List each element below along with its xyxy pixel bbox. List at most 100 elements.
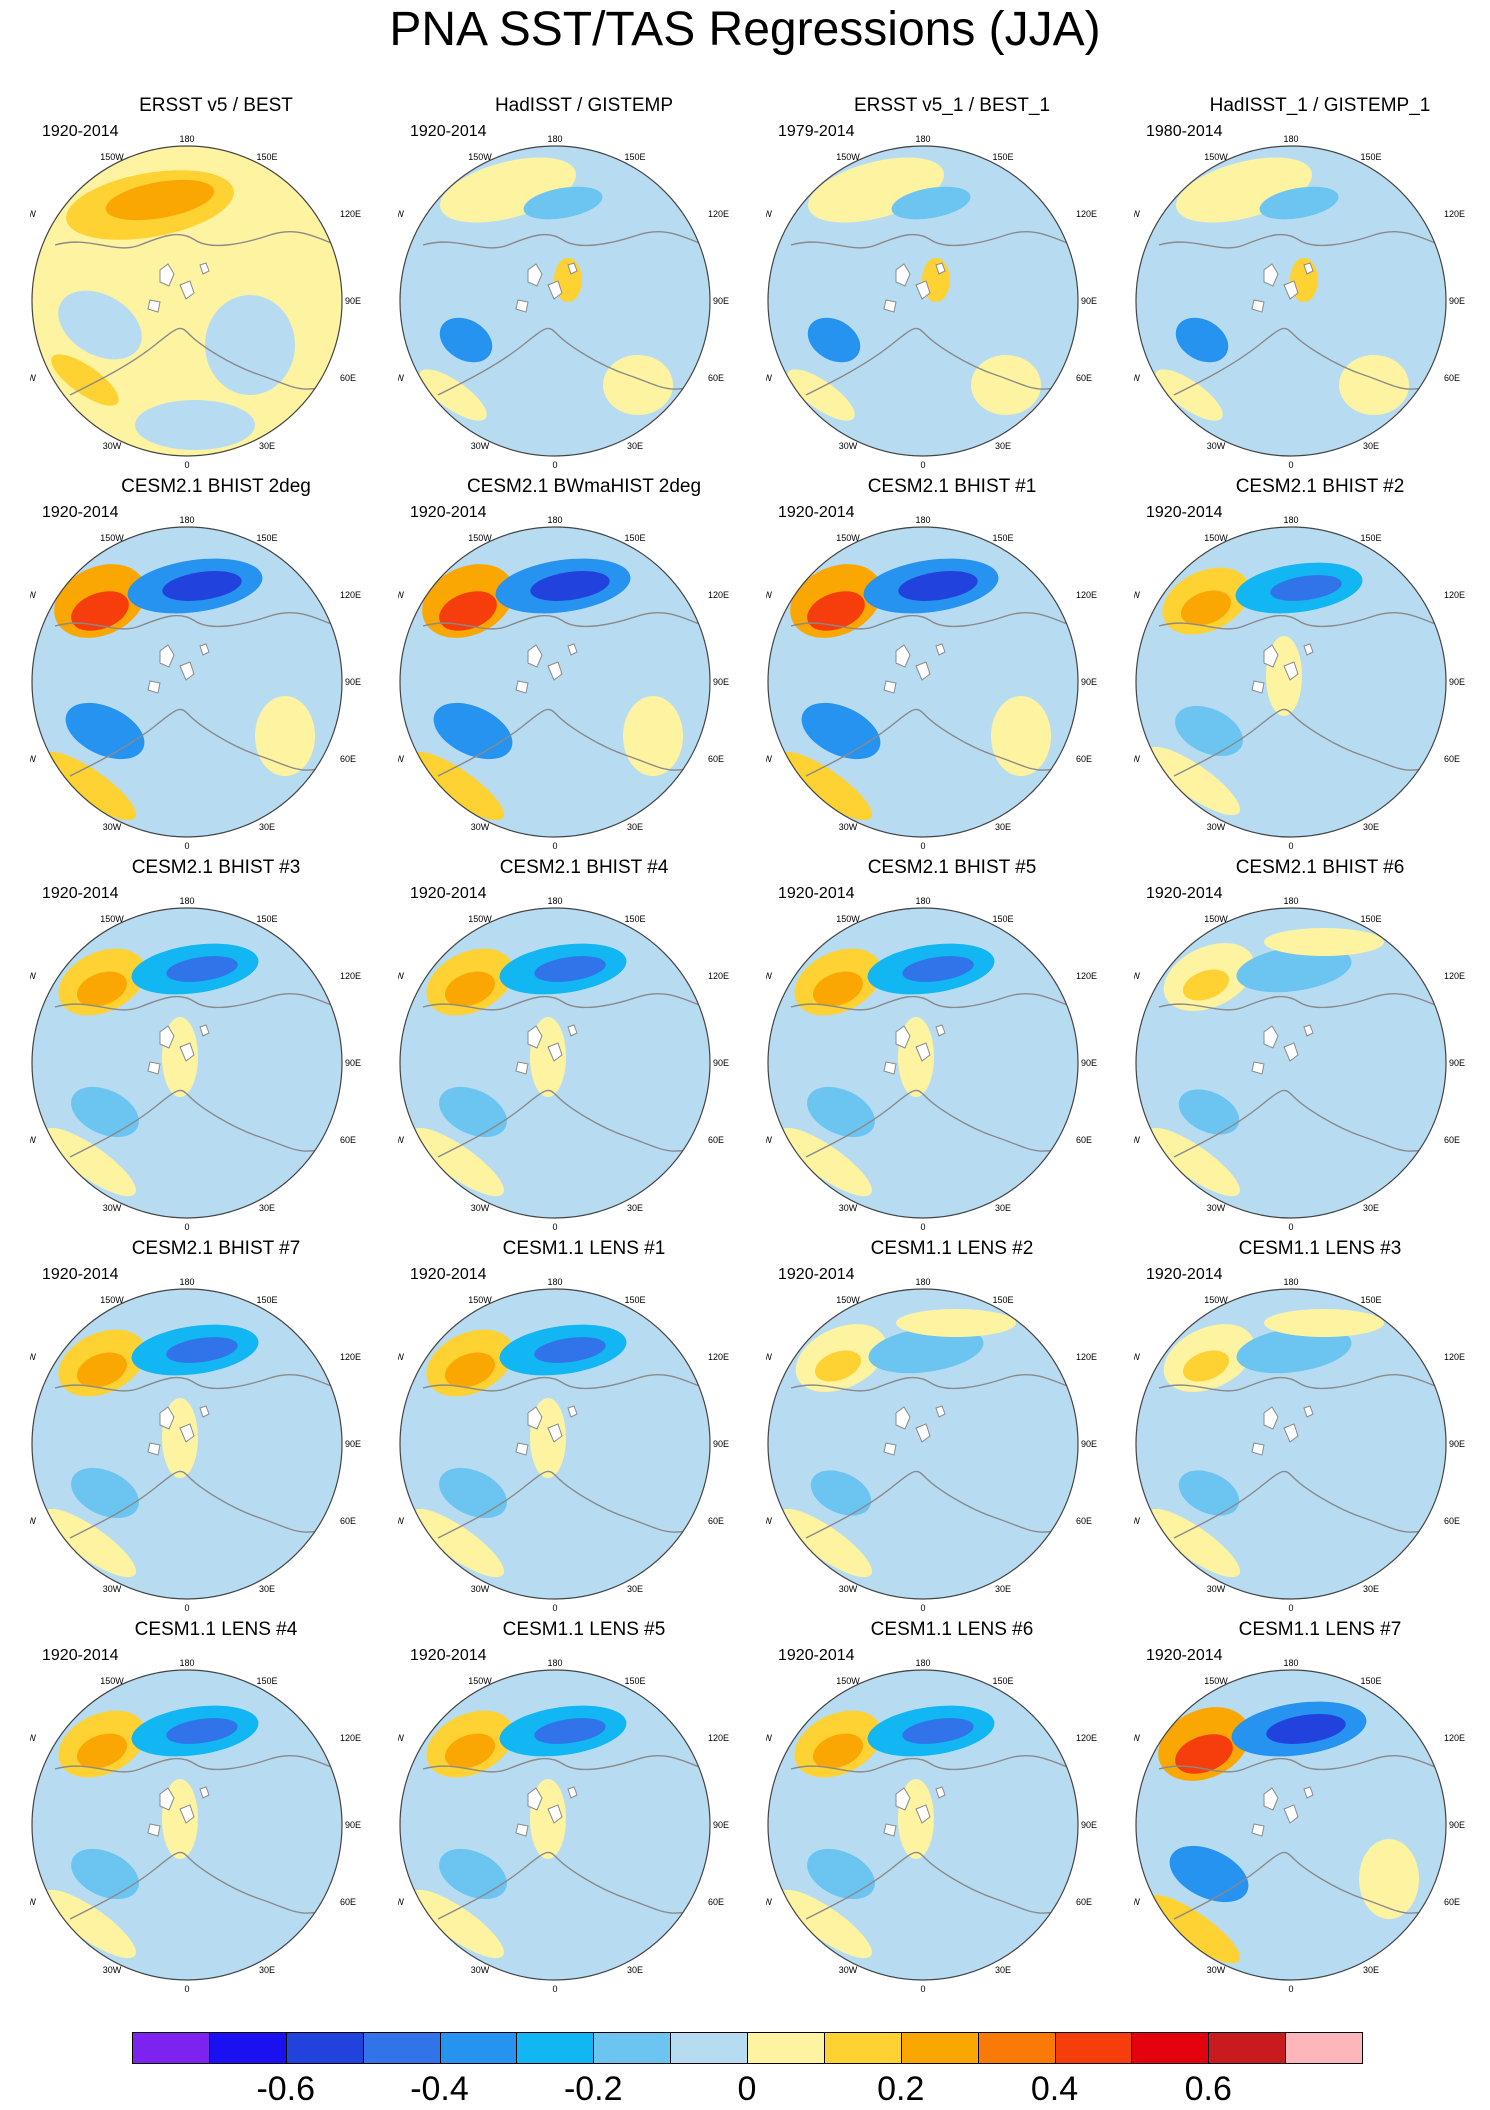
arctic-islands bbox=[1251, 262, 1314, 313]
longitude-label: 0 bbox=[184, 460, 189, 470]
coastline bbox=[805, 1470, 1067, 1539]
longitude-label: 180 bbox=[179, 515, 194, 525]
longitude-label: 180 bbox=[1283, 134, 1298, 144]
polar-map: 180150W150E120W120E90W90E60W60E30W30E0 bbox=[766, 515, 1097, 851]
polar-map: 180150W150E120W120E90W90E60W60E30W30E0 bbox=[398, 1658, 729, 1994]
coastline bbox=[54, 1373, 342, 1392]
field-background bbox=[400, 527, 710, 837]
longitude-label: 150E bbox=[256, 914, 277, 924]
coastline bbox=[1173, 1470, 1435, 1539]
pacific-negative-core bbox=[166, 1337, 238, 1363]
arctic-islands bbox=[883, 1024, 946, 1075]
pacific-negative-anomaly bbox=[868, 1326, 984, 1374]
longitude-label: 60W bbox=[30, 373, 36, 383]
longitude-label: 60W bbox=[1134, 373, 1140, 383]
atlantic-negative-anomaly bbox=[71, 1467, 139, 1519]
longitude-label: 60W bbox=[30, 1516, 36, 1526]
longitude-label: 120W bbox=[30, 1733, 37, 1743]
longitude-label: 60W bbox=[398, 1516, 404, 1526]
atlantic-positive-anomaly bbox=[1148, 1127, 1240, 1197]
longitude-label: 30W bbox=[839, 1584, 858, 1594]
longitude-label: 30E bbox=[627, 1203, 643, 1213]
panel-period: 1920-2014 bbox=[778, 885, 855, 902]
longitude-label: 150E bbox=[1360, 1676, 1381, 1686]
field-background bbox=[768, 527, 1078, 837]
longitude-label: 60E bbox=[708, 1897, 724, 1907]
coastline bbox=[1173, 1851, 1435, 1920]
coastline bbox=[437, 327, 699, 396]
arctic-islands bbox=[1251, 1024, 1314, 1075]
longitude-label: 150W bbox=[100, 1295, 124, 1305]
atlantic-positive-anomaly bbox=[419, 369, 487, 421]
eurasia-positive-anomaly bbox=[255, 696, 315, 776]
polar-map: 180150W150E120W120E90W90E60W60E30W30E0 bbox=[1134, 1277, 1465, 1613]
map-panel: 180150W150E120W120E90W90E60W60E30W30E0CE… bbox=[30, 1238, 402, 1623]
longitude-label: 150E bbox=[624, 1295, 645, 1305]
longitude-label: 30E bbox=[627, 1965, 643, 1975]
pacific-positive-band bbox=[896, 1309, 1016, 1337]
longitude-label: 60E bbox=[340, 1516, 356, 1526]
longitude-label: 180 bbox=[1283, 1658, 1298, 1668]
longitude-label: 180 bbox=[179, 896, 194, 906]
longitude-label: 150E bbox=[992, 914, 1013, 924]
longitude-label: 0 bbox=[184, 1222, 189, 1232]
polar-map: 180150W150E120W120E90W90E60W60E30W30E0 bbox=[398, 896, 729, 1232]
longitude-label: 180 bbox=[547, 515, 562, 525]
longitude-label: 0 bbox=[184, 841, 189, 851]
map-boundary bbox=[1135, 145, 1447, 457]
longitude-label: 150W bbox=[1204, 533, 1228, 543]
longitude-label: 150W bbox=[100, 533, 124, 543]
map-boundary bbox=[767, 526, 1079, 838]
longitude-label: 150W bbox=[836, 152, 860, 162]
pacific-positive-core bbox=[1182, 1350, 1230, 1382]
longitude-label: 60W bbox=[30, 1897, 36, 1907]
longitude-label: 120E bbox=[708, 971, 729, 981]
longitude-label: 30E bbox=[627, 822, 643, 832]
colorbar-swatch bbox=[362, 2032, 441, 2064]
map-panel: 180150W150E120W120E90W90E60W60E30W30E0CE… bbox=[30, 1619, 402, 2004]
longitude-label: 120E bbox=[1444, 971, 1465, 981]
pacific-positive-band bbox=[1264, 928, 1384, 956]
map-panel: 180150W150E120W120E90W90E60W60E30W30E0CE… bbox=[766, 476, 1138, 861]
atlantic-negative-anomaly bbox=[1178, 1089, 1240, 1135]
polar-map: 180150W150E120W120E90W90E60W60E30W30E0 bbox=[1134, 134, 1465, 470]
longitude-label: 60W bbox=[30, 1135, 36, 1145]
panel-period: 1920-2014 bbox=[778, 1647, 855, 1664]
pacific-negative-core bbox=[166, 1718, 238, 1744]
field-background bbox=[768, 908, 1078, 1218]
siberia-negative-anomaly bbox=[205, 295, 295, 395]
longitude-label: 0 bbox=[1288, 1222, 1293, 1232]
longitude-label: 0 bbox=[1288, 460, 1293, 470]
coastline bbox=[1173, 708, 1435, 777]
eurasia-positive-anomaly bbox=[991, 696, 1051, 776]
longitude-label: 90E bbox=[1081, 1439, 1097, 1449]
pacific-negative-core bbox=[534, 956, 606, 982]
longitude-label: 60E bbox=[1076, 1516, 1092, 1526]
panel-title: HadISST / GISTEMP bbox=[494, 95, 674, 116]
longitude-label: 60W bbox=[1134, 1135, 1140, 1145]
longitude-label: 120W bbox=[30, 1352, 37, 1362]
coastline bbox=[54, 230, 342, 249]
map-panel: 180150W150E120W120E90W90E60W60E30W30E0Ha… bbox=[1134, 95, 1490, 480]
colorbar-tick-label: 0.4 bbox=[1030, 2070, 1079, 2108]
panel-title: CESM1.1 LENS #1 bbox=[502, 1238, 666, 1259]
map-boundary bbox=[767, 1669, 1079, 1981]
longitude-label: 30W bbox=[1207, 822, 1226, 832]
longitude-label: 0 bbox=[552, 1222, 557, 1232]
regression-field bbox=[400, 146, 710, 456]
longitude-label: 150E bbox=[992, 533, 1013, 543]
longitude-label: 120W bbox=[766, 209, 773, 219]
pacific-negative-anomaly bbox=[1236, 1326, 1352, 1374]
longitude-label: 120E bbox=[1076, 971, 1097, 981]
panel-period: 1920-2014 bbox=[1146, 1266, 1223, 1283]
map-panel: 180150W150E120W120E90W90E60W60E30W30E0CE… bbox=[1134, 1238, 1490, 1623]
pacific-negative-core bbox=[530, 571, 610, 601]
longitude-label: 120E bbox=[1076, 1352, 1097, 1362]
pacific-negative-core bbox=[1266, 1714, 1346, 1744]
longitude-label: 180 bbox=[1283, 896, 1298, 906]
longitude-label: 150W bbox=[100, 1676, 124, 1686]
atlantic-positive-anomaly bbox=[44, 1127, 136, 1197]
colorbar-tick-label: -0.6 bbox=[256, 2070, 316, 2108]
longitude-label: 180 bbox=[179, 134, 194, 144]
pacific-negative-core bbox=[162, 571, 242, 601]
